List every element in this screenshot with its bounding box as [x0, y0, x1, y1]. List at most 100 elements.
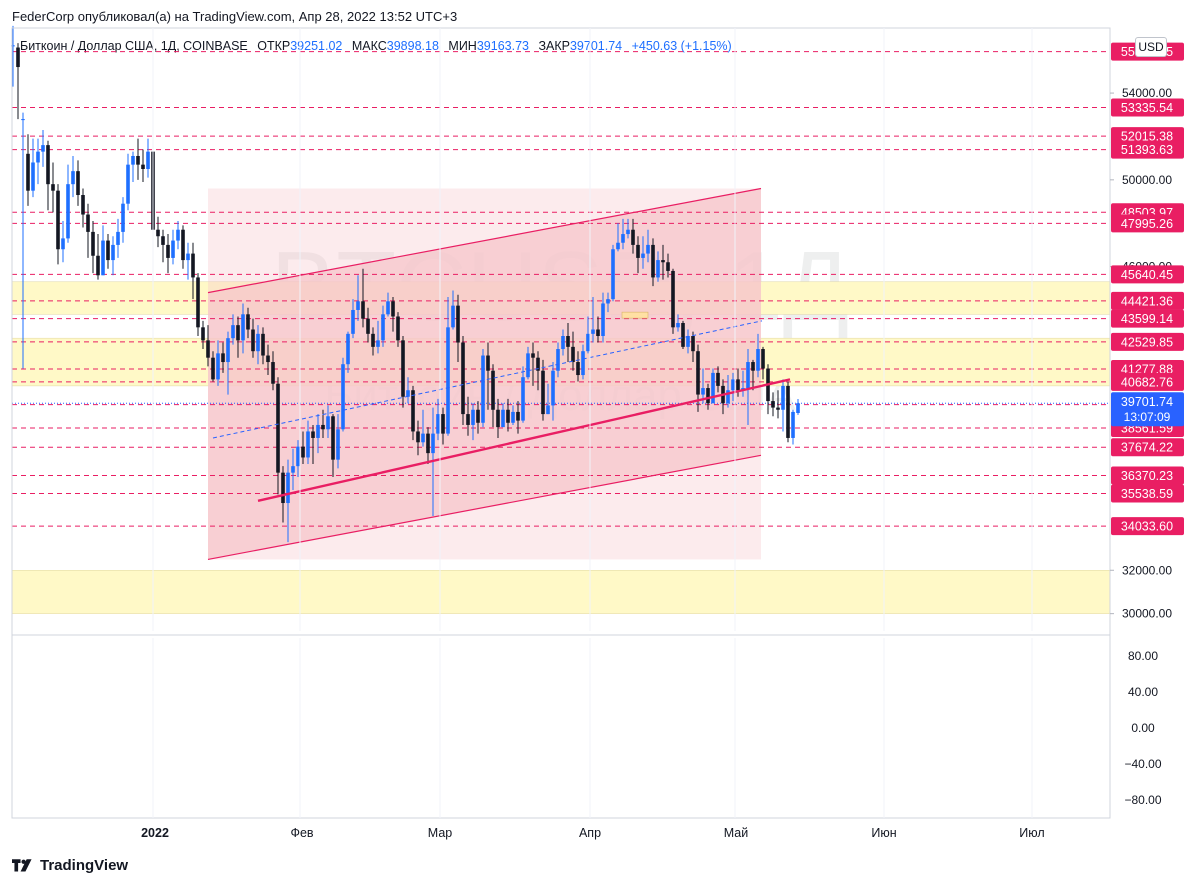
level-badge-label: 44421.36 — [1121, 294, 1173, 308]
candle-down — [271, 362, 275, 384]
candle-down — [91, 231, 95, 256]
candle-up — [471, 409, 475, 425]
trendline-support — [257, 378, 791, 503]
oscillator-tick-label: −40.00 — [1124, 757, 1161, 771]
candle-down — [461, 342, 465, 415]
candle-up — [171, 240, 175, 258]
candle-down — [51, 184, 55, 191]
candle-up — [646, 244, 650, 254]
candle-up — [11, 45, 15, 47]
oscillator-tick-label: −80.00 — [1124, 793, 1161, 807]
level-badge — [1111, 140, 1184, 159]
level-badge — [1111, 517, 1184, 536]
candle-down — [636, 244, 640, 258]
candle-up — [231, 325, 235, 339]
candle-up — [66, 184, 70, 239]
level-badge-label: 47995.26 — [1121, 217, 1173, 231]
candle-down — [761, 349, 765, 369]
candle-down — [441, 414, 445, 434]
level-badge — [1111, 466, 1184, 485]
legend-symbol: Биткоин / Доллар США, 1Д, COINBASE — [20, 39, 248, 53]
candle-up — [526, 353, 530, 378]
candle-down — [321, 424, 325, 430]
candle-up — [431, 433, 435, 454]
candle-down — [56, 190, 60, 250]
level-badge — [1111, 332, 1184, 351]
candle-up — [746, 362, 750, 389]
time-tick-label: Июл — [1019, 826, 1044, 840]
candle-up — [336, 429, 340, 460]
candle-up — [606, 299, 610, 304]
candle-down — [211, 357, 215, 380]
candle-down — [251, 329, 255, 352]
candle-up — [101, 240, 105, 276]
publisher-header: FederCorp опубликовал(а) на TradingView.… — [12, 9, 458, 24]
level-badge — [1111, 484, 1184, 503]
candle-up — [176, 229, 180, 241]
oscillator-tick-label: 40.00 — [1128, 685, 1158, 699]
candle-down — [476, 409, 480, 423]
candle-down — [261, 333, 265, 356]
candle-up — [31, 162, 35, 191]
candle-down — [136, 155, 140, 165]
candle-down — [496, 409, 500, 428]
candle-down — [566, 336, 570, 347]
candle-down — [401, 340, 405, 397]
candle-up — [386, 301, 390, 315]
candle-down — [541, 370, 545, 415]
symbol-legend: Биткоин / Доллар США, 1Д, COINBASE ОТКР3… — [20, 39, 732, 53]
candle-down — [736, 379, 740, 391]
level-badge-label: 52015.38 — [1121, 130, 1173, 144]
candle-down — [576, 362, 580, 376]
candle-up — [241, 314, 245, 341]
level-badge-label: 43599.14 — [1121, 312, 1173, 326]
candle-down — [536, 357, 540, 371]
level-badge-label: 36370.23 — [1121, 469, 1173, 483]
legend-open-label: ОТКР — [257, 39, 291, 53]
candle-down — [486, 355, 490, 371]
candle-down — [301, 446, 305, 458]
candle-down — [156, 229, 160, 237]
price-tick-label: 30000.00 — [1122, 607, 1172, 621]
candle-down — [466, 414, 470, 425]
candle-up — [226, 338, 230, 363]
candle-down — [416, 431, 420, 443]
candle-up — [546, 405, 550, 415]
candle-down — [506, 409, 510, 423]
level-badge-label: 42529.85 — [1121, 335, 1173, 349]
level-badge — [1111, 265, 1184, 284]
candle-down — [361, 301, 365, 319]
candle-up — [116, 231, 120, 245]
candle-up — [621, 234, 625, 243]
marker-note — [621, 311, 649, 319]
candle-down — [191, 253, 195, 278]
candle-down — [46, 145, 50, 185]
candle-down — [141, 164, 145, 169]
candle-up — [36, 151, 40, 163]
candle-up — [616, 242, 620, 250]
candle-down — [96, 255, 100, 276]
footer-brand: TradingView — [40, 857, 129, 874]
tradingview-footer: TradingView — [12, 857, 128, 874]
candle-up — [791, 411, 795, 438]
candle-down — [661, 260, 665, 263]
candle-up — [126, 164, 130, 204]
candle-down — [426, 433, 430, 454]
candle-down — [391, 301, 395, 317]
time-tick-label: Май — [724, 826, 749, 840]
candle-up — [556, 349, 560, 371]
level-badge-label: 35538.59 — [1121, 487, 1173, 501]
candle-down — [196, 277, 200, 328]
currency-button[interactable]: USD — [1135, 37, 1167, 57]
candle-up — [256, 333, 260, 352]
candle-up — [501, 409, 505, 428]
candle-down — [246, 314, 250, 330]
candle-up — [131, 155, 135, 165]
candle-down — [456, 305, 460, 343]
candle-up — [641, 253, 645, 258]
candle-up — [436, 414, 440, 434]
candle-up — [356, 301, 360, 310]
candle-up — [601, 303, 605, 337]
oscillator-tick-label: 0.00 — [1131, 721, 1155, 735]
